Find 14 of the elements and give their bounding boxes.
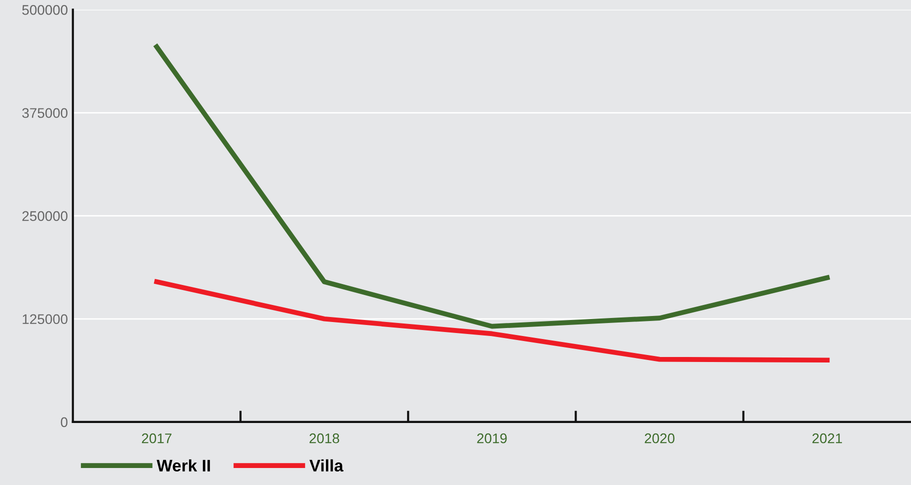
legend-label: Werk II bbox=[156, 459, 210, 472]
line-series bbox=[154, 279, 830, 363]
y-tick-label: 0 bbox=[60, 417, 68, 428]
y-tick-label: 500000 bbox=[22, 5, 68, 15]
x-tick-label: 2019 bbox=[477, 433, 507, 444]
line-series bbox=[154, 44, 830, 329]
x-tick-label: 2017 bbox=[142, 433, 172, 444]
x-tick-label: 2018 bbox=[310, 433, 340, 444]
legend-label: Villa bbox=[309, 459, 344, 472]
x-tick-label: 2020 bbox=[644, 433, 674, 444]
y-tick-label: 125000 bbox=[22, 314, 68, 324]
x-tick-label: 2021 bbox=[812, 433, 842, 444]
y-tick-label: 375000 bbox=[22, 108, 68, 118]
y-tick-label: 250000 bbox=[22, 211, 68, 221]
